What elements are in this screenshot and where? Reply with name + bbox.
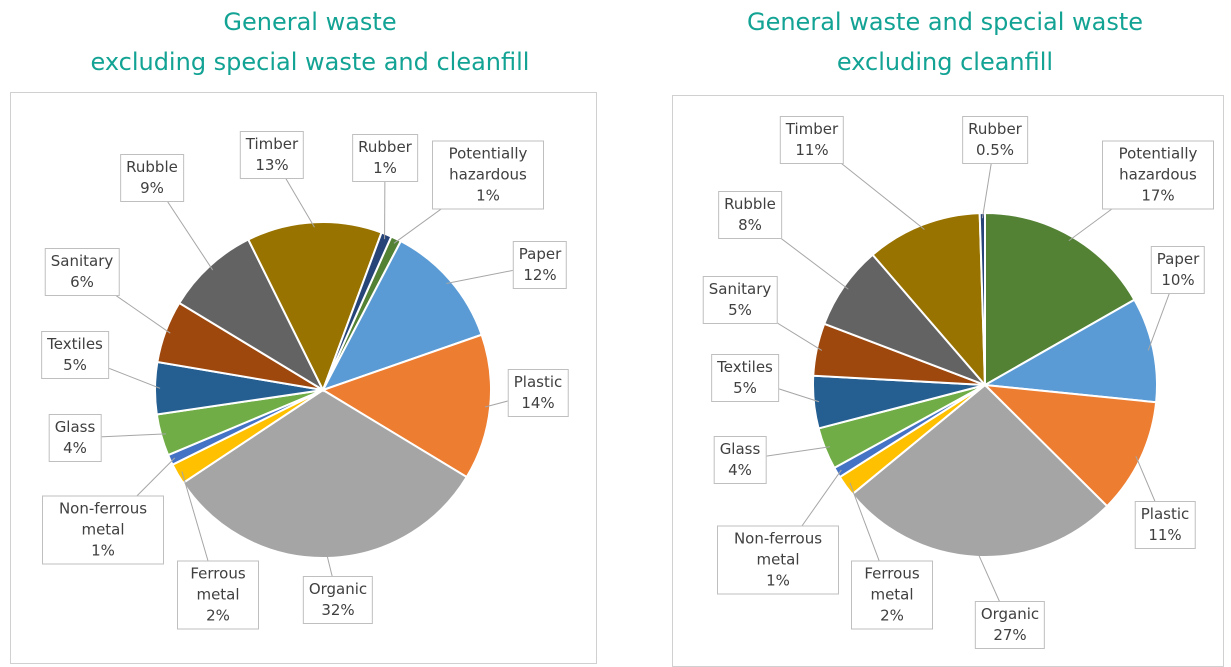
value-label: 10% xyxy=(1157,270,1199,291)
category-label: Organic xyxy=(981,604,1039,625)
category-label: Paper xyxy=(519,244,561,265)
category-label: Timber xyxy=(246,134,298,155)
value-label: 5% xyxy=(709,300,772,321)
category-label: Textiles xyxy=(47,334,103,355)
value-label: 2% xyxy=(183,606,253,627)
value-label: 6% xyxy=(51,272,114,293)
category-label: Sanitary xyxy=(709,279,772,300)
category-label: Textiles xyxy=(717,357,773,378)
value-label: 13% xyxy=(246,155,298,176)
value-label: 2% xyxy=(857,606,927,627)
value-label: 9% xyxy=(126,178,178,199)
value-label: 5% xyxy=(717,378,773,399)
category-label: Organic xyxy=(309,579,367,600)
category-label: Potentially hazardous xyxy=(438,144,538,186)
category-label: Plastic xyxy=(514,372,563,393)
category-label: Rubble xyxy=(126,157,178,178)
value-label: 8% xyxy=(724,215,776,236)
category-label: Ferrous metal xyxy=(857,564,927,606)
value-label: 4% xyxy=(55,438,96,459)
value-label: 14% xyxy=(514,393,563,414)
value-label: 12% xyxy=(519,265,561,286)
value-label: 5% xyxy=(47,355,103,376)
category-label: Rubber xyxy=(968,119,1022,140)
category-label: Non-ferrous metal xyxy=(723,529,833,571)
category-label: Potentially hazardous xyxy=(1108,144,1208,186)
value-label: 1% xyxy=(358,158,412,179)
value-label: 11% xyxy=(786,140,838,161)
value-label: 1% xyxy=(723,571,833,592)
value-label: 11% xyxy=(1141,525,1190,546)
value-label: 1% xyxy=(438,186,538,207)
value-label: 0.5% xyxy=(968,140,1022,161)
category-label: Non-ferrous metal xyxy=(48,499,158,541)
value-label: 27% xyxy=(981,625,1039,646)
category-label: Ferrous metal xyxy=(183,564,253,606)
value-label: 17% xyxy=(1108,186,1208,207)
value-label: 1% xyxy=(48,541,158,562)
category-label: Glass xyxy=(55,417,96,438)
category-label: Rubber xyxy=(358,137,412,158)
value-label: 32% xyxy=(309,600,367,621)
category-label: Plastic xyxy=(1141,504,1190,525)
value-label: 4% xyxy=(720,460,761,481)
category-label: Paper xyxy=(1157,249,1199,270)
category-label: Sanitary xyxy=(51,251,114,272)
category-label: Timber xyxy=(786,119,838,140)
category-label: Rubble xyxy=(724,194,776,215)
category-label: Glass xyxy=(720,439,761,460)
